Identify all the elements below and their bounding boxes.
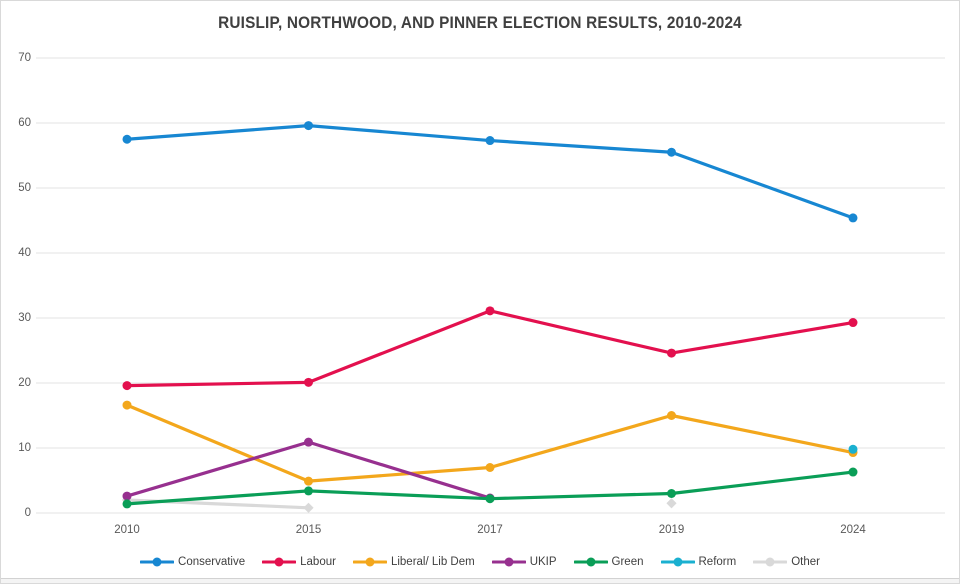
y-tick-label: 0 (24, 507, 31, 519)
conservative-point (304, 121, 313, 131)
bottom-border-strip (1, 578, 959, 583)
legend-item-conservative: Conservative (140, 556, 245, 568)
x-tick-label: 2015 (295, 524, 322, 536)
labour-legend-marker-icon (262, 557, 297, 567)
legend-item-liberal-lib-dem: Liberal/ Lib Dem (352, 556, 475, 568)
legend-item-ukip: UKIP (491, 556, 557, 568)
green-point (122, 499, 132, 509)
liberal-lib-dem-point (667, 411, 676, 420)
ukip-legend-marker-icon (491, 557, 526, 567)
other-point (666, 498, 677, 509)
y-tick-label: 70 (18, 52, 31, 64)
y-tick-label: 60 (18, 117, 31, 129)
liberal-lib-dem-legend-marker-icon (352, 557, 387, 567)
ukip-point (122, 491, 132, 501)
legend-label: Green (611, 556, 644, 568)
x-tick-label: 2010 (114, 524, 140, 536)
reform-legend-marker-icon (660, 557, 695, 567)
labour-point (667, 348, 676, 358)
y-tick-label: 10 (18, 442, 31, 454)
other-point (303, 502, 314, 513)
conservative-point (485, 136, 495, 146)
legend-item-green: Green (573, 556, 644, 568)
green-point (667, 489, 676, 498)
y-tick-label: 50 (18, 182, 31, 194)
chart-title: RUISLIP, NORTHWOOD, AND PINNER ELECTION … (218, 14, 742, 32)
legend-item-reform: Reform (660, 556, 737, 568)
conservative-point (122, 134, 132, 144)
x-tick-label: 2024 (840, 524, 866, 536)
labour-point (122, 381, 132, 391)
conservative-point (848, 213, 858, 223)
y-tick-label: 20 (18, 377, 31, 389)
green-point (304, 486, 313, 496)
labour-point (304, 377, 313, 387)
legend-label: UKIP (529, 556, 557, 568)
legend: Conservative Labour Liberal/ Lib Dem UKIP Gr… (1, 551, 959, 573)
labour-point (848, 318, 858, 328)
liberal-lib-dem-point (122, 400, 132, 410)
liberal-lib-dem-point (304, 476, 313, 486)
legend-item-labour: Labour (262, 556, 336, 568)
liberal-lib-dem-point (485, 463, 495, 472)
green-point (485, 494, 495, 504)
green-legend-marker-icon (573, 557, 608, 567)
legend-label: Reform (698, 556, 737, 568)
y-tick-label: 30 (18, 312, 31, 324)
legend-label: Labour (300, 556, 336, 568)
reform-point (848, 444, 858, 454)
other-legend-marker-icon (753, 557, 788, 567)
legend-label: Other (791, 556, 820, 568)
conservative-point (667, 147, 676, 157)
x-tick-label: 2019 (658, 524, 685, 536)
green-point (848, 467, 858, 477)
legend-label: Conservative (178, 556, 246, 568)
legend-item-other: Other (753, 556, 820, 568)
conservative-legend-marker-icon (140, 557, 175, 567)
ukip-point (304, 437, 313, 447)
labour-point (485, 306, 495, 316)
labour-line (125, 309, 855, 388)
y-tick-label: 40 (18, 247, 31, 259)
x-tick-label: 2017 (477, 524, 503, 536)
legend-label: Liberal/ Lib Dem (390, 556, 475, 568)
